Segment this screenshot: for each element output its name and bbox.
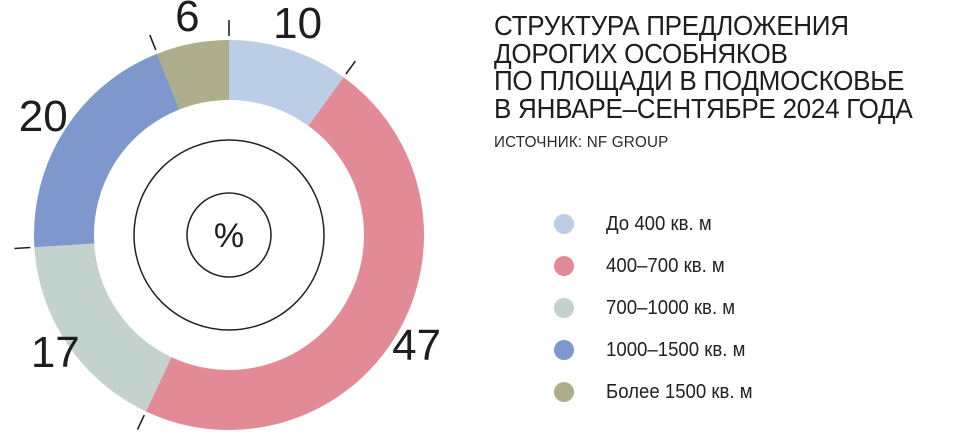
segment-boundary-tick [136, 414, 145, 430]
donut-segment [228, 40, 344, 127]
title-line: СТРУКТУРА ПРЕДЛОЖЕНИЯ [494, 10, 849, 41]
donut-segment [146, 77, 424, 430]
inner-circle-outer [133, 139, 325, 331]
value-label: 47 [392, 321, 441, 370]
legend-label: 1000–1500 кв. м [606, 339, 746, 361]
legend-swatch [554, 298, 574, 318]
segment-boundary-tick [149, 34, 157, 51]
inner-circle-inner [186, 192, 272, 278]
title-line: ПО ПЛОЩАДИ В ПОДМОСКОВЬЕ [494, 65, 905, 96]
donut-segment [34, 242, 173, 412]
value-label: 10 [273, 0, 322, 48]
legend-label: Более 1500 кв. м [606, 381, 753, 403]
value-label: 20 [19, 92, 68, 141]
donut-segment [157, 40, 230, 110]
legend-swatch [554, 256, 574, 276]
title-block: СТРУКТУРА ПРЕДЛОЖЕНИЯ ДОРОГИХ ОСОБНЯКОВ … [494, 12, 956, 152]
legend-swatch [554, 214, 574, 234]
legend-swatch [554, 382, 574, 402]
segment-boundary-tick [14, 246, 31, 250]
value-label: 17 [31, 328, 80, 377]
source-note: ИСТОЧНИК: NF GROUP [494, 134, 669, 151]
legend-label: 400–700 кв. м [606, 255, 725, 277]
center-percent-label: % [214, 217, 244, 255]
donut-chart: % 10 47 17 20 6 [14, 0, 441, 430]
legend-swatch [554, 340, 574, 360]
donut-segment [34, 53, 180, 248]
chart-title: СТРУКТУРА ПРЕДЛОЖЕНИЯ ДОРОГИХ ОСОБНЯКОВ … [494, 12, 924, 122]
segment-boundary-tick [345, 60, 357, 75]
legend-label: До 400 кв. м [606, 213, 712, 235]
title-line: ДОРОГИХ ОСОБНЯКОВ [494, 37, 788, 69]
title-line: В ЯНВАРЕ–СЕНТЯБРЕ 2024 ГОДА [494, 92, 913, 124]
legend-label: 700–1000 кв. м [606, 297, 736, 319]
value-label: 6 [175, 0, 199, 41]
